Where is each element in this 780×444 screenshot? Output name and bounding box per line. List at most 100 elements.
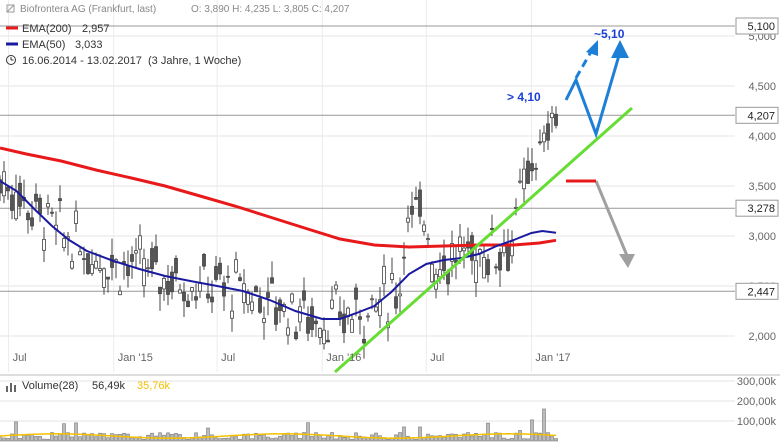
- volume-bar: [166, 432, 170, 442]
- volume-bar: [214, 437, 218, 442]
- volume-bar: [102, 433, 106, 442]
- candle-body: [142, 258, 146, 287]
- target-annotation: ~5,10: [594, 27, 625, 41]
- candle-body: [90, 264, 94, 274]
- volume-bar: [66, 432, 70, 442]
- candle-body: [398, 293, 402, 297]
- volume-bar: [542, 408, 546, 442]
- volume-bar: [50, 432, 54, 442]
- volume-bar: [318, 434, 322, 442]
- volume-panel: Volume(28) 56,49k 35,76k 300,00k 200,00k 1…: [0, 374, 780, 442]
- volume-bar: [286, 432, 290, 442]
- candle-body: [190, 287, 194, 292]
- candle-body: [358, 316, 362, 320]
- volume-axis: 300,00k 200,00k 100,00k: [737, 376, 777, 428]
- volume-bar: [330, 432, 334, 442]
- volume-bar: [322, 437, 326, 442]
- candle-body: [554, 113, 558, 126]
- volume-bar: [298, 438, 302, 442]
- candle-body: [50, 211, 54, 214]
- volume-bar: [466, 432, 470, 442]
- volume-bar: [6, 438, 10, 442]
- volume-bar: [218, 438, 222, 442]
- volume-bar: [518, 430, 522, 442]
- breakout-annotation: > 4,10: [507, 90, 541, 104]
- volume-bar: [346, 436, 350, 442]
- price-level-boxes: 5,100 4,207 3,278 2,447: [735, 17, 779, 300]
- candle-body: [410, 205, 414, 215]
- candle-body: [510, 241, 514, 257]
- volume-bar: [98, 432, 102, 442]
- volume-icon: [6, 383, 16, 392]
- candle-body: [6, 186, 10, 192]
- candle-body: [186, 300, 190, 308]
- volume-bar: [342, 437, 346, 442]
- volume-bar: [74, 422, 78, 442]
- candle-body: [274, 307, 278, 325]
- price-level-box: 3,278: [735, 199, 779, 217]
- candle-body: [74, 210, 78, 224]
- volume-bar: [226, 437, 230, 442]
- candle-body: [530, 163, 534, 172]
- ohlc-values: O: 3,890 H: 4,235 L: 3,805 C: 4,207: [191, 4, 350, 15]
- x-tick-label: Jul: [221, 352, 235, 364]
- legend: Biofrontera AG (Frankfurt, last) O: 3,89…: [6, 4, 350, 67]
- price-level-box-label: 3,278: [747, 203, 775, 215]
- candle-body: [546, 123, 550, 141]
- candle-body: [174, 257, 178, 274]
- price-tick-label: 4,500: [748, 81, 776, 93]
- ema200-legend-value: 2,957: [82, 23, 110, 35]
- candle-body: [146, 267, 150, 270]
- arrow-dashed-line: [574, 49, 594, 79]
- candle-body: [310, 306, 314, 330]
- volume-bar: [138, 436, 142, 442]
- candle-body: [170, 271, 174, 293]
- volume-bar: [302, 432, 306, 442]
- volume-bar: [174, 433, 178, 442]
- candle-body: [218, 262, 222, 275]
- volume-bar: [262, 434, 266, 442]
- candle-body: [414, 197, 418, 200]
- price-candles: [0, 105, 558, 359]
- price-tick-label: 3,500: [748, 181, 776, 193]
- volume-bar: [210, 434, 214, 442]
- candle-body: [282, 304, 286, 312]
- volume-bar: [290, 435, 294, 442]
- candle-body: [366, 315, 370, 318]
- candle-body: [14, 191, 18, 220]
- volume-bar: [314, 432, 318, 442]
- candle-body: [238, 277, 242, 281]
- candle-body: [450, 243, 454, 262]
- candle-body: [202, 254, 206, 267]
- volume-bar: [526, 438, 530, 442]
- candle-body: [382, 265, 386, 285]
- x-tick-label: Jan '16: [326, 352, 361, 364]
- candle-body: [498, 251, 502, 271]
- volume-bar: [150, 432, 154, 442]
- candle-body: [374, 306, 378, 312]
- candle-body: [226, 275, 230, 278]
- candle-body: [402, 256, 406, 259]
- volume-bar: [374, 432, 378, 442]
- volume-bar: [242, 433, 246, 442]
- candle-body: [30, 217, 34, 227]
- candle-body: [506, 243, 510, 271]
- volume-bar: [246, 433, 250, 442]
- price-tick-label: 4,000: [748, 131, 776, 143]
- candle-body: [522, 168, 526, 190]
- candle-body: [362, 338, 366, 344]
- volume-bar: [506, 438, 510, 442]
- volume-bar: [42, 438, 46, 442]
- candle-body: [78, 251, 82, 256]
- volume-bar: [26, 435, 30, 442]
- volume-bar: [486, 422, 490, 442]
- candle-body: [330, 299, 334, 309]
- x-tick-label: Jan '15: [118, 352, 153, 364]
- candle-body: [250, 301, 254, 311]
- candle-body: [10, 194, 14, 211]
- candle-body: [298, 306, 302, 323]
- candle-body: [130, 254, 134, 262]
- candle-body: [490, 227, 494, 230]
- candle-body: [82, 258, 86, 260]
